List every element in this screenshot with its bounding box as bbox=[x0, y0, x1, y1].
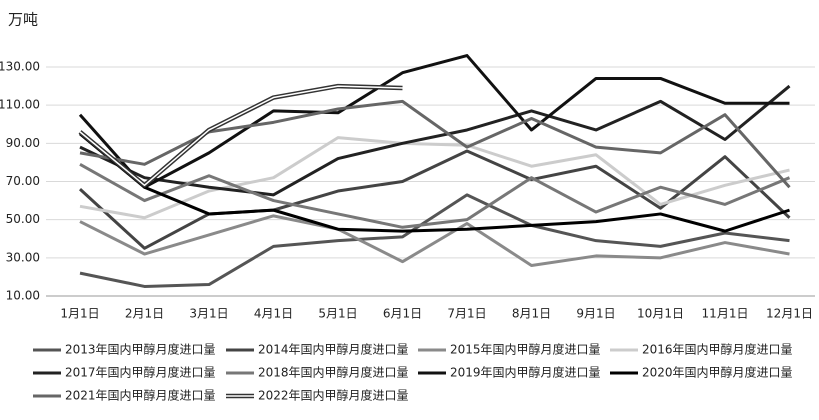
x-tick-label: 9月1日 bbox=[576, 307, 615, 321]
series-line bbox=[79, 214, 790, 267]
series-line bbox=[78, 83, 403, 188]
y-tick-label: 70.00 bbox=[6, 174, 40, 188]
y-tick-label: 110.00 bbox=[0, 98, 40, 112]
legend-label: 2015年国内甲醇月度进口量 bbox=[450, 342, 601, 357]
x-tick-label: 2月1日 bbox=[125, 307, 164, 321]
unit-label: 万吨 bbox=[8, 11, 38, 29]
legend-label: 2020年国内甲醇月度进口量 bbox=[642, 365, 793, 380]
legend-label: 2018年国内甲醇月度进口量 bbox=[258, 365, 409, 380]
x-tick-label: 3月1日 bbox=[189, 307, 228, 321]
legend-label: 2017年国内甲醇月度进口量 bbox=[65, 365, 216, 380]
legend-label: 2021年国内甲醇月度进口量 bbox=[65, 388, 216, 403]
x-tick-label: 5月1日 bbox=[318, 307, 357, 321]
y-tick-label: 10.00 bbox=[6, 289, 40, 303]
series-line bbox=[79, 136, 790, 220]
legend-label: 2022年国内甲醇月度进口量 bbox=[258, 388, 409, 403]
x-tick-label: 7月1日 bbox=[447, 307, 486, 321]
series-line bbox=[79, 84, 791, 197]
x-tick-label: 8月1日 bbox=[512, 307, 551, 321]
y-tick-label: 90.00 bbox=[6, 136, 40, 150]
x-tick-label: 4月1日 bbox=[254, 307, 293, 321]
y-tick-label: 50.00 bbox=[6, 212, 40, 226]
y-tick-label: 130.00 bbox=[0, 60, 40, 74]
x-tick-label: 10月1日 bbox=[637, 307, 684, 321]
legend-label: 2016年国内甲醇月度进口量 bbox=[642, 342, 793, 357]
legend-label: 2013年国内甲醇月度进口量 bbox=[65, 342, 216, 357]
series-line bbox=[79, 163, 791, 229]
x-tick-label: 11月1日 bbox=[702, 307, 749, 321]
series-line-inner bbox=[79, 85, 403, 187]
series-line bbox=[78, 54, 790, 189]
series-line bbox=[79, 132, 790, 233]
legend-label: 2019年国内甲醇月度进口量 bbox=[450, 365, 601, 380]
series-line bbox=[78, 149, 791, 250]
series-line bbox=[79, 193, 790, 288]
x-tick-label: 12月1日 bbox=[766, 307, 813, 321]
x-tick-label: 1月1日 bbox=[60, 307, 99, 321]
y-tick-label: 30.00 bbox=[6, 250, 40, 264]
legend-label: 2014年国内甲醇月度进口量 bbox=[258, 342, 409, 357]
x-tick-label: 6月1日 bbox=[383, 307, 422, 321]
